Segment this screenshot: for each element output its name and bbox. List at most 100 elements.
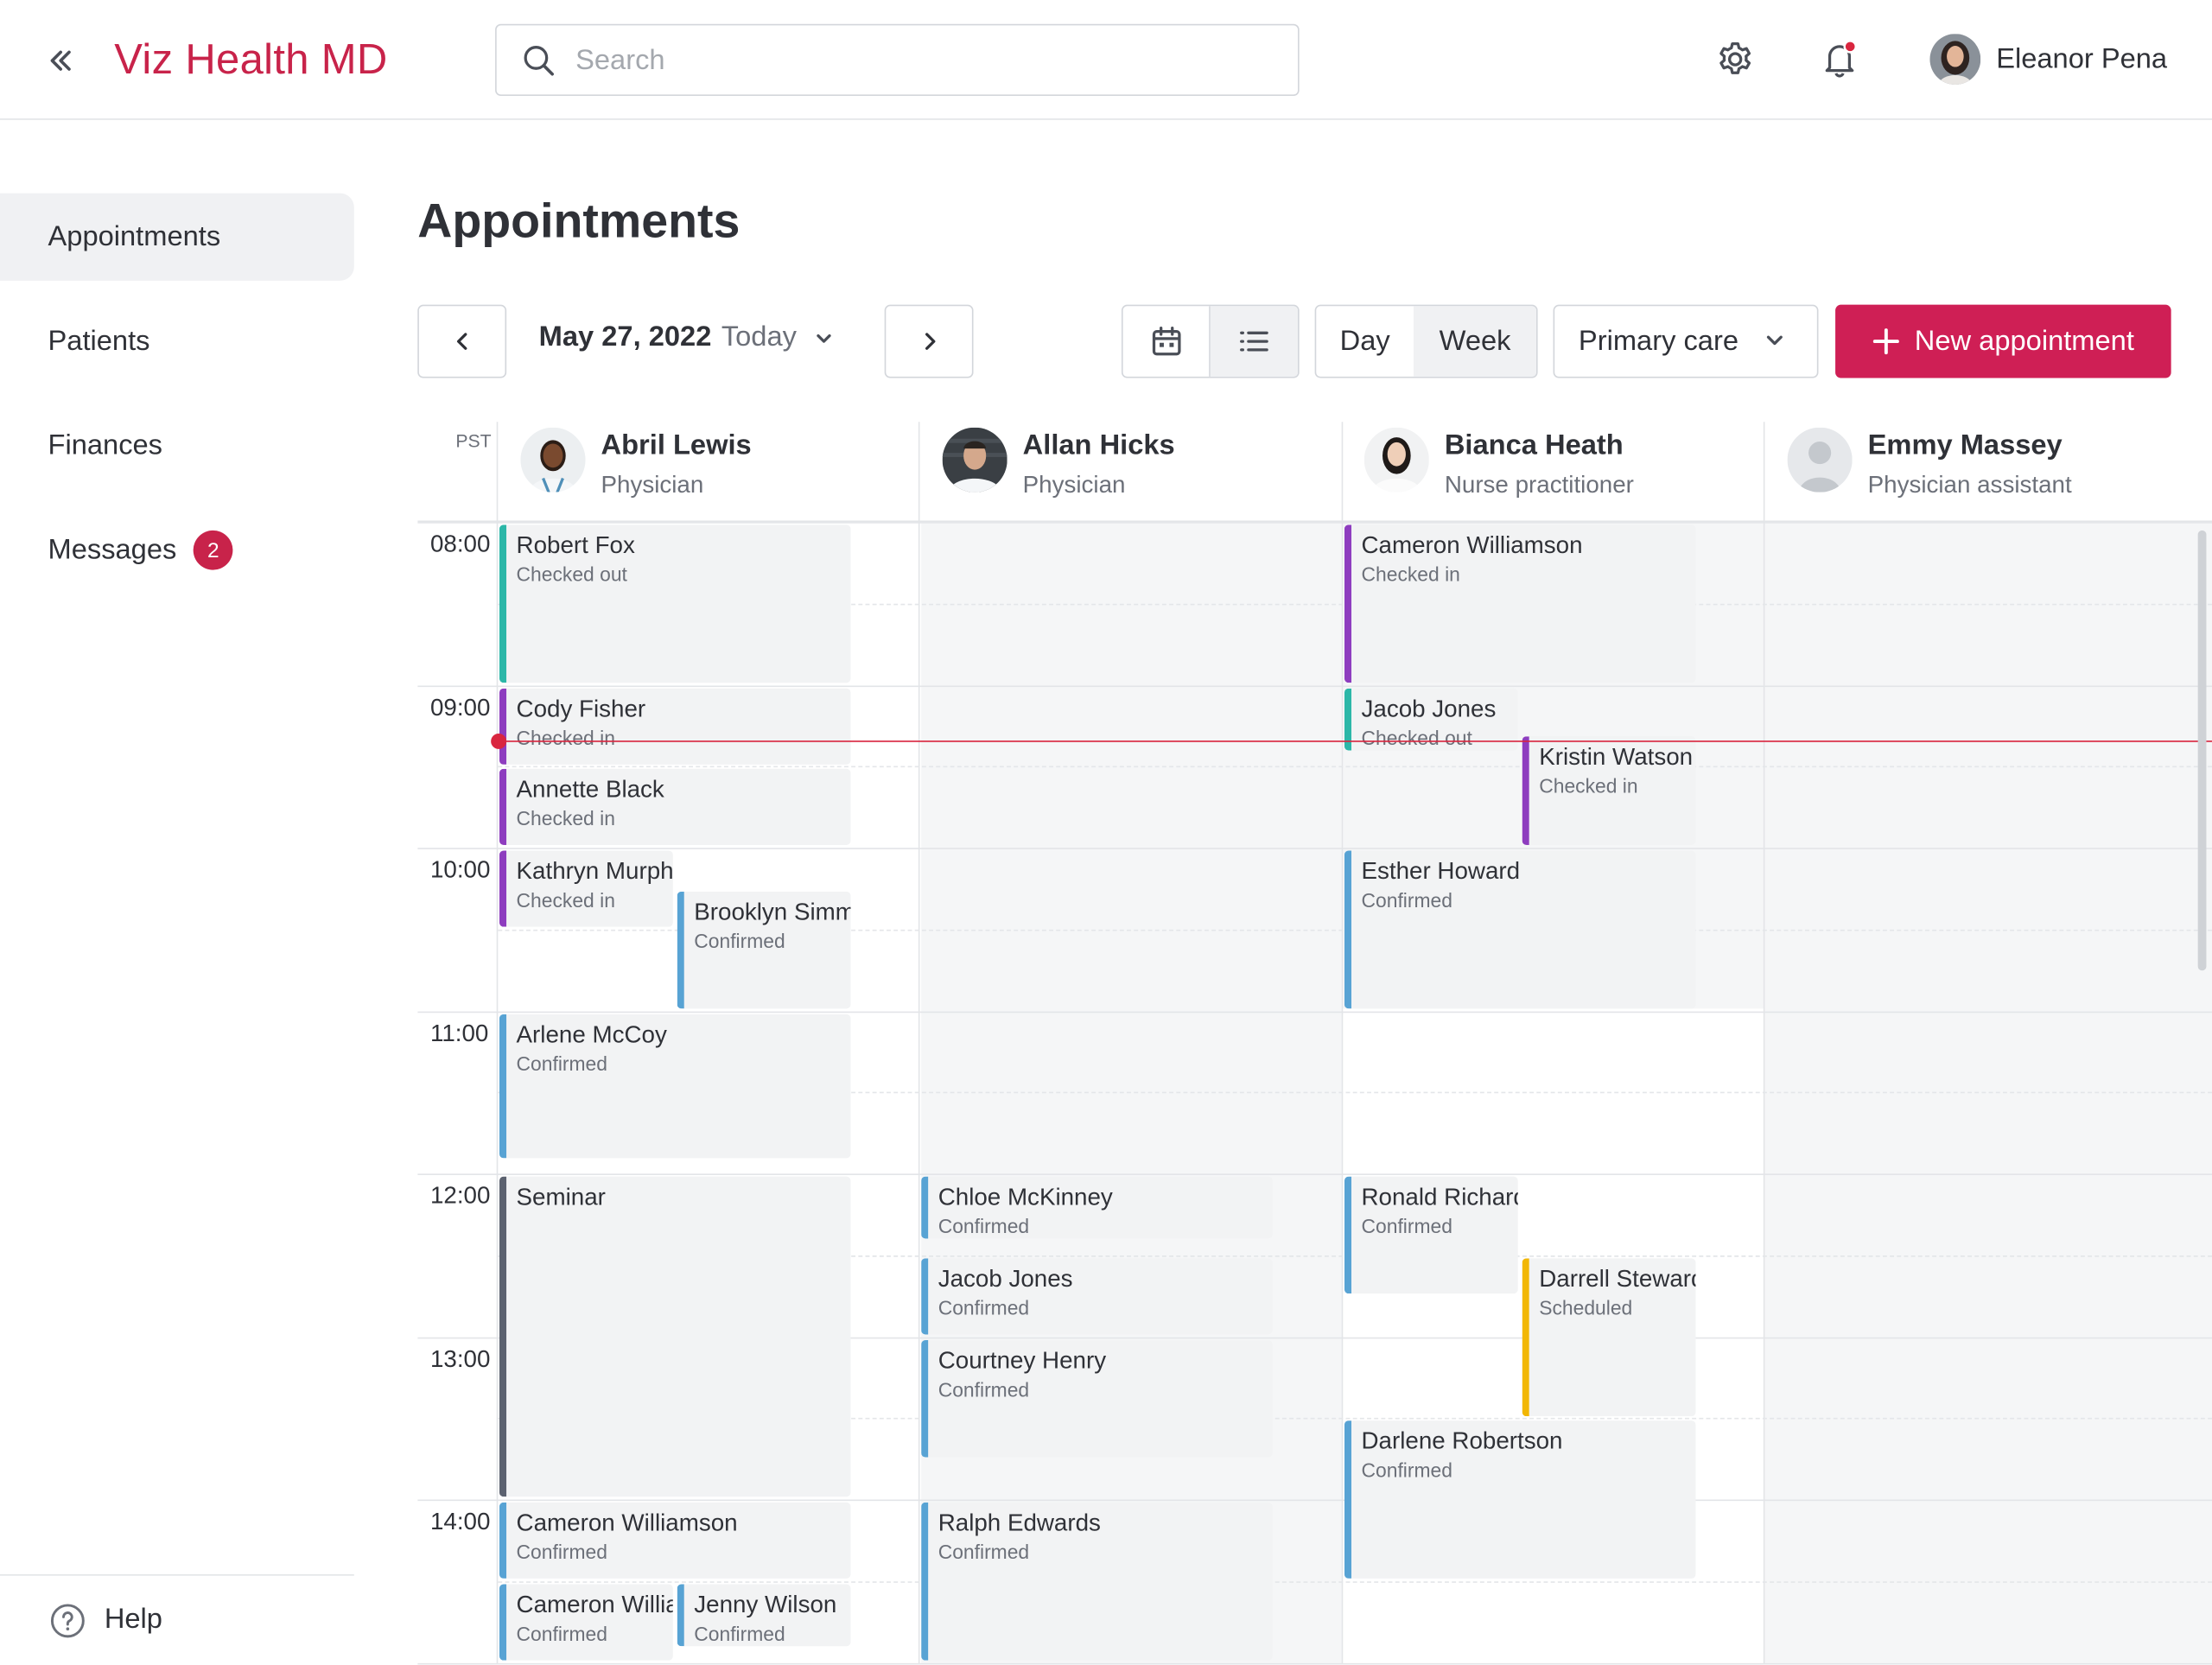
- appointment-card[interactable]: Robert Fox Checked out: [499, 524, 851, 683]
- appointment-card[interactable]: Kathryn Murphy Checked in: [499, 850, 673, 927]
- staff-name: Allan Hicks: [1022, 429, 1175, 461]
- new-appointment-button[interactable]: New appointment: [1835, 304, 2171, 378]
- appointment-card[interactable]: Brooklyn Simmons Confirmed: [677, 891, 851, 1009]
- help-icon: [50, 1603, 85, 1637]
- appointment-card[interactable]: Darrell Steward Scheduled: [1522, 1258, 1696, 1417]
- staff-avatar: [520, 427, 586, 493]
- help-label: Help: [104, 1604, 162, 1636]
- appointment-card[interactable]: Ralph Edwards Confirmed: [921, 1502, 1273, 1661]
- brand-logo[interactable]: Viz Health MD: [114, 36, 388, 84]
- appointment-status: Checked in: [1361, 562, 1460, 586]
- staff-avatar: [942, 427, 1007, 493]
- search-input[interactable]: [575, 39, 1268, 82]
- appointment-status: Checked in: [1539, 774, 1638, 798]
- sidebar-item-appointments[interactable]: Appointments: [0, 193, 354, 281]
- staff-header-emmy-massey[interactable]: Emmy Massey Physician assistant: [1787, 427, 2072, 504]
- display-mode-toggle: [1121, 304, 1300, 378]
- hour-line: [417, 1173, 2212, 1175]
- calendar-view-button[interactable]: [1123, 306, 1211, 377]
- chevron-right-icon: [925, 333, 935, 350]
- staff-role: Physician: [1022, 471, 1126, 499]
- time-label: 12:00: [429, 1182, 491, 1210]
- appointment-card[interactable]: Cameron Williamson Confirmed: [499, 1502, 851, 1579]
- appointment-status: Confirmed: [938, 1540, 1030, 1563]
- gear-icon: [1719, 41, 1751, 74]
- appointment-status: Checked out: [516, 562, 627, 586]
- appointment-card[interactable]: Jacob Jones Confirmed: [921, 1258, 1273, 1335]
- help-link[interactable]: Help: [0, 1574, 354, 1664]
- new-appointment-label: New appointment: [1914, 325, 2134, 357]
- vertical-scrollbar[interactable]: [2197, 530, 2207, 971]
- time-label: 10:00: [429, 856, 491, 884]
- collapse-sidebar-button[interactable]: [40, 40, 82, 82]
- staff-header-bianca-heath[interactable]: Bianca Heath Nurse practitioner: [1363, 427, 1634, 504]
- calendar-icon: [1152, 326, 1180, 356]
- appointment-patient-name: Cameron Williamson: [516, 1509, 738, 1536]
- hour-line: [417, 685, 2212, 688]
- staff-role: Nurse practitioner: [1444, 471, 1634, 499]
- user-avatar: [1929, 34, 1981, 85]
- appointment-card[interactable]: Chloe McKinney Confirmed: [921, 1176, 1273, 1239]
- department-select[interactable]: Primary care: [1553, 304, 1819, 378]
- hour-line: [417, 848, 2212, 849]
- appointment-status: Confirmed: [938, 1296, 1030, 1319]
- page-title: Appointments: [417, 194, 741, 249]
- appointment-status: Confirmed: [694, 1622, 785, 1645]
- department-value: Primary care: [1578, 325, 1739, 357]
- time-label: 08:00: [429, 530, 491, 557]
- appointment-patient-name: Kristin Watson: [1539, 743, 1694, 771]
- list-view-button[interactable]: [1210, 306, 1299, 377]
- appointment-card[interactable]: Cameron Williamson Confirmed: [499, 1584, 673, 1661]
- column-divider: [1341, 422, 1344, 1665]
- appointment-patient-name: Robert Fox: [516, 531, 635, 559]
- time-label: 14:00: [429, 1508, 491, 1535]
- appointment-patient-name: Jenny Wilson: [694, 1591, 837, 1618]
- sidebar-item-label: Appointments: [48, 220, 221, 252]
- sidebar-item-patients[interactable]: Patients: [0, 297, 354, 384]
- week-view-button[interactable]: Week: [1414, 306, 1536, 377]
- appointment-patient-name: Jacob Jones: [938, 1265, 1073, 1293]
- event-block[interactable]: Seminar: [499, 1176, 851, 1497]
- appointment-card[interactable]: Annette Black Checked in: [499, 768, 851, 845]
- settings-button[interactable]: [1713, 36, 1758, 81]
- appointment-card[interactable]: Courtney Henry Confirmed: [921, 1340, 1273, 1458]
- appointment-patient-name: Darlene Robertson: [1361, 1427, 1563, 1455]
- appointment-patient-name: Jacob Jones: [1361, 695, 1497, 722]
- date-picker[interactable]: May 27, 2022 Today: [539, 321, 834, 354]
- day-view-button[interactable]: Day: [1339, 325, 1390, 357]
- current-time-dot: [491, 733, 507, 749]
- top-bar: Viz Health MD: [0, 0, 2212, 120]
- appointment-status: Confirmed: [1361, 1458, 1452, 1482]
- list-icon: [1240, 331, 1268, 352]
- half-hour-line: [498, 1091, 2212, 1094]
- appointment-card[interactable]: Jenny Wilson Confirmed: [677, 1584, 851, 1647]
- appointment-status: Checked in: [516, 726, 615, 749]
- appointment-card[interactable]: Jacob Jones Checked out: [1344, 688, 1518, 751]
- notifications-button[interactable]: [1817, 36, 1862, 81]
- sidebar-item-label: Messages: [48, 533, 177, 565]
- sidebar: Appointments Patients Finances Messages …: [0, 121, 354, 1664]
- unread-count-badge: 2: [193, 530, 233, 570]
- appointment-card[interactable]: Darlene Robertson Confirmed: [1344, 1420, 1696, 1579]
- next-day-button[interactable]: [884, 304, 974, 378]
- appointment-card[interactable]: Esther Howard Confirmed: [1344, 850, 1696, 1009]
- hour-line: [417, 522, 2212, 524]
- user-menu[interactable]: Eleanor Pena: [1929, 34, 2167, 85]
- appointment-card[interactable]: Cody Fisher Checked in: [499, 688, 851, 765]
- appointment-card[interactable]: Kristin Watson Checked in: [1522, 736, 1696, 845]
- appointment-card[interactable]: Ronald Richards Confirmed: [1344, 1176, 1518, 1294]
- previous-day-button[interactable]: [417, 304, 507, 378]
- staff-header-allan-hicks[interactable]: Allan Hicks Physician: [942, 427, 1175, 504]
- half-hour-line: [498, 1417, 2212, 1420]
- staff-name: Bianca Heath: [1444, 429, 1624, 461]
- appointment-patient-name: Cody Fisher: [516, 695, 646, 722]
- appointment-card[interactable]: Cameron Williamson Checked in: [1344, 524, 1696, 683]
- search-box[interactable]: [495, 23, 1300, 97]
- appointment-patient-name: Annette Black: [516, 775, 664, 803]
- appointment-patient-name: Chloe McKinney: [938, 1183, 1113, 1211]
- sidebar-item-finances[interactable]: Finances: [0, 402, 354, 489]
- appointment-card[interactable]: Arlene McCoy Confirmed: [499, 1014, 851, 1159]
- staff-header-abril-lewis[interactable]: Abril Lewis Physician: [520, 427, 752, 504]
- sidebar-item-messages[interactable]: Messages 2: [0, 506, 354, 594]
- appointment-status: Confirmed: [1361, 1214, 1452, 1237]
